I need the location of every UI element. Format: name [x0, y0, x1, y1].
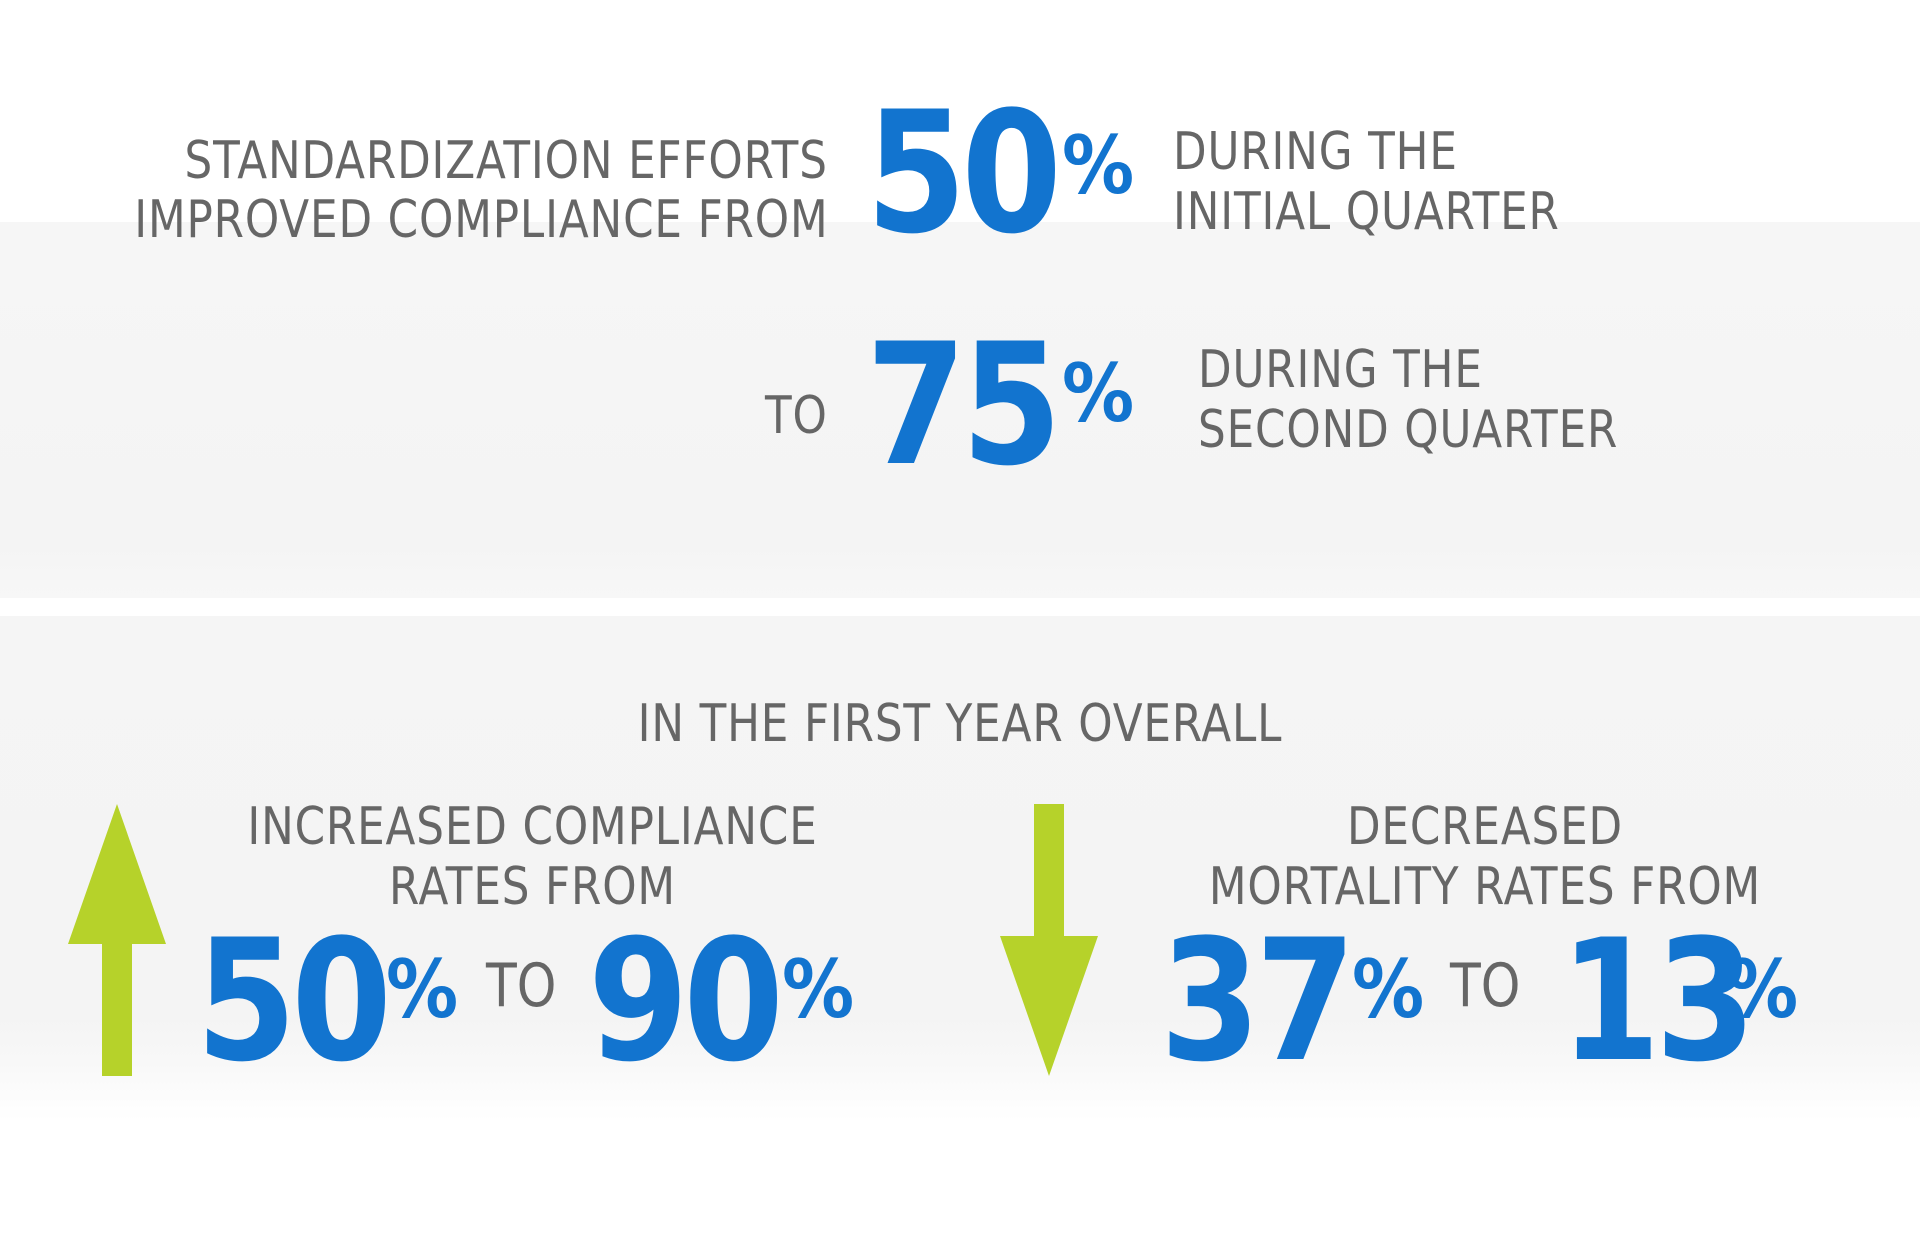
stat2-caption-line2: SECOND QUARTER: [1198, 400, 1619, 460]
stat1-caption-line1: DURING THE: [1173, 122, 1458, 182]
connector-to: TO: [765, 386, 828, 446]
up-arrow-icon: [68, 804, 166, 1076]
down-arrow-icon: [1000, 804, 1098, 1076]
increased-connector: TO: [486, 951, 557, 1021]
increased-to-unit: %: [782, 943, 855, 1036]
stat1-value: 50: [866, 75, 1062, 271]
decreased-to-unit: %: [1726, 943, 1799, 1036]
lead-text-line2: IMPROVED COMPLIANCE FROM: [133, 190, 828, 250]
increased-from-unit: %: [386, 943, 459, 1036]
bottom-fade: [0, 1061, 1920, 1121]
increased-from-value: 50: [196, 903, 392, 1099]
bottom-background-band: [0, 616, 1920, 1061]
decreased-label-line2: MORTALITY RATES FROM: [1208, 857, 1762, 917]
decreased-from-unit: %: [1352, 943, 1425, 1036]
increased-label-line2: RATES FROM: [389, 857, 676, 917]
stat1-unit: %: [1062, 119, 1135, 212]
increased-to-value: 90: [588, 903, 784, 1099]
decreased-to-value: 13: [1560, 903, 1756, 1099]
increased-label-line1: INCREASED COMPLIANCE: [247, 797, 818, 857]
top-background-band: [0, 222, 1920, 598]
decreased-connector: TO: [1450, 951, 1521, 1021]
stat2-unit: %: [1062, 347, 1135, 440]
decreased-from-value: 37: [1160, 903, 1356, 1099]
lead-text-line1: STANDARDIZATION EFFORTS: [184, 131, 828, 191]
decreased-label-line1: DECREASED: [1346, 797, 1624, 857]
stat2-caption-line1: DURING THE: [1198, 340, 1483, 400]
section-heading: IN THE FIRST YEAR OVERALL: [637, 694, 1283, 754]
stat2-value: 75: [866, 307, 1062, 503]
stat1-caption-line2: INITIAL QUARTER: [1173, 182, 1560, 242]
